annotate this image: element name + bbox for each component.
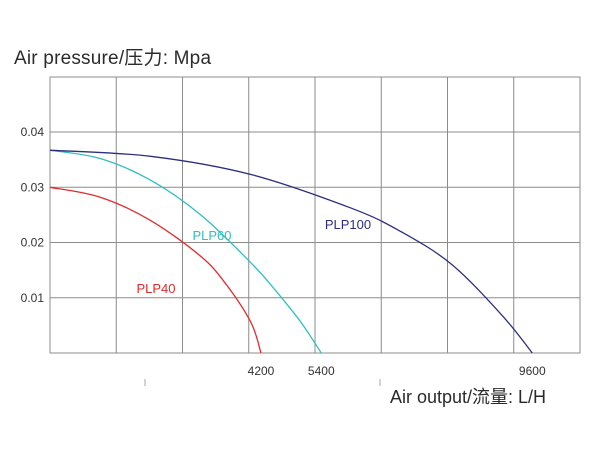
y-tick-label: 0.02 — [21, 236, 45, 250]
x-tick-label: 9600 — [519, 364, 546, 378]
y-tick-label: 0.03 — [21, 180, 45, 194]
series-line-plp60 — [49, 149, 322, 354]
y-tick-label: 0.01 — [21, 291, 45, 305]
series-labels: PLP40 PLP60 PLP100 — [136, 217, 371, 296]
series-line-plp40 — [49, 186, 262, 354]
series-label-plp60: PLP60 — [192, 228, 231, 243]
x-tick-label: 5400 — [308, 364, 335, 378]
series-label-plp40: PLP40 — [136, 281, 175, 296]
axis-tick-marks — [144, 379, 381, 386]
series-label-plp100: PLP100 — [325, 217, 371, 232]
x-tick-labels: 4200 5400 9600 — [248, 364, 546, 378]
y-axis-title: Air pressure/压力: Mpa — [14, 47, 211, 69]
series-line-plp100 — [49, 149, 533, 354]
x-tick-label: 4200 — [248, 364, 275, 378]
y-tick-labels: 0.01 0.02 0.03 0.04 — [21, 125, 45, 305]
plot-frame — [49, 76, 581, 354]
x-axis-title: Air output/流量: L/H — [390, 387, 546, 407]
series-lines — [49, 149, 533, 354]
grid — [50, 77, 580, 353]
y-tick-label: 0.04 — [21, 125, 45, 139]
